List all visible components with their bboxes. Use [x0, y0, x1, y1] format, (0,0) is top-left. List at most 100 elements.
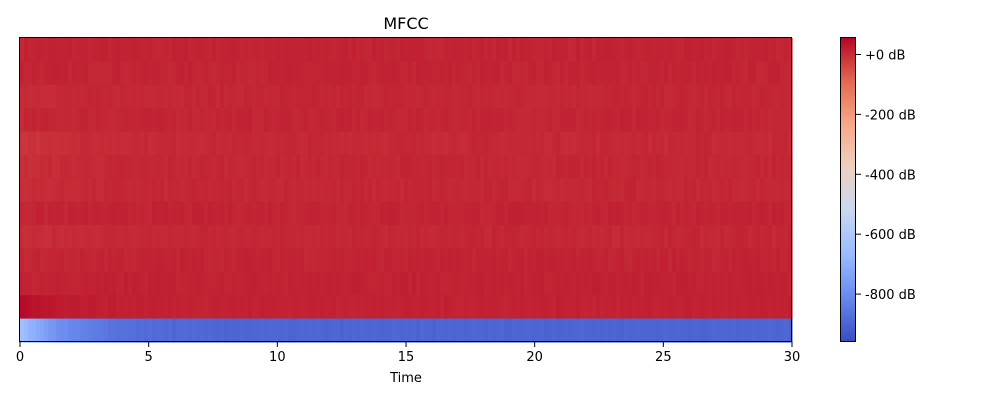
heatmap-cell — [312, 318, 317, 343]
heatmap-cell — [324, 61, 329, 86]
heatmap-cell — [764, 38, 769, 62]
heatmap-cell — [288, 201, 293, 226]
heatmap-cell — [760, 295, 765, 320]
heatmap-cell — [400, 318, 405, 343]
heatmap-cell — [332, 225, 337, 250]
heatmap-cell — [108, 271, 113, 296]
heatmap-cell — [476, 38, 481, 62]
heatmap-cell — [108, 178, 113, 203]
heatmap-cell — [72, 318, 77, 343]
heatmap-cell — [240, 248, 245, 273]
heatmap-cell — [456, 131, 461, 156]
heatmap-cell — [668, 318, 673, 343]
heatmap-cell — [260, 178, 265, 203]
heatmap-cell — [480, 108, 485, 133]
heatmap-cell — [472, 131, 477, 156]
heatmap-cell — [504, 108, 509, 133]
heatmap-cell — [156, 295, 161, 320]
heatmap-cell — [352, 38, 357, 62]
heatmap-cell — [528, 178, 533, 203]
heatmap-cell — [356, 154, 361, 179]
heatmap-cell — [384, 295, 389, 320]
heatmap-cell — [700, 295, 705, 320]
heatmap-cell — [80, 201, 85, 226]
heatmap-cell — [408, 131, 413, 156]
heatmap-cell — [36, 131, 41, 156]
heatmap-cell — [640, 154, 645, 179]
heatmap-cell — [448, 271, 453, 296]
heatmap-cell — [764, 271, 769, 296]
heatmap-cell — [140, 225, 145, 250]
heatmap-cell — [480, 84, 485, 109]
heatmap-cell — [76, 295, 81, 320]
heatmap-cell — [396, 38, 401, 62]
heatmap-cell — [724, 131, 729, 156]
heatmap-cell — [708, 225, 713, 250]
heatmap-cell — [460, 318, 465, 343]
heatmap-cell — [104, 318, 109, 343]
heatmap-cell — [448, 108, 453, 133]
heatmap-cell — [460, 225, 465, 250]
heatmap-cell — [100, 154, 105, 179]
heatmap-cell — [188, 225, 193, 250]
heatmap-cell — [748, 318, 753, 343]
heatmap-cell — [376, 248, 381, 273]
heatmap-cell — [576, 61, 581, 86]
heatmap-cell — [152, 295, 157, 320]
heatmap-cell — [96, 225, 101, 250]
heatmap-cell — [676, 201, 681, 226]
heatmap-cell — [776, 225, 781, 250]
heatmap-cell — [352, 225, 357, 250]
heatmap-cell — [504, 154, 509, 179]
heatmap-cell — [516, 318, 521, 343]
heatmap-cell — [204, 84, 209, 109]
heatmap-cell — [584, 38, 589, 62]
heatmap-cell — [92, 318, 97, 343]
heatmap-cell — [476, 225, 481, 250]
heatmap-cell — [132, 108, 137, 133]
heatmap-cell — [616, 61, 621, 86]
heatmap-cell — [388, 295, 393, 320]
heatmap-cell — [592, 61, 597, 86]
heatmap-cell — [136, 131, 141, 156]
heatmap-cell — [96, 84, 101, 109]
heatmap-cell — [412, 201, 417, 226]
heatmap-cell — [148, 84, 153, 109]
heatmap-cell — [656, 108, 661, 133]
heatmap-cell — [256, 178, 261, 203]
heatmap-cell — [132, 131, 137, 156]
heatmap-cell — [56, 225, 61, 250]
heatmap-cell — [220, 84, 225, 109]
heatmap-cell — [140, 84, 145, 109]
heatmap-cell — [716, 38, 721, 62]
heatmap-cell — [352, 178, 357, 203]
heatmap-cell — [772, 108, 777, 133]
heatmap-cell — [692, 225, 697, 250]
heatmap-cell — [272, 178, 277, 203]
heatmap-cell — [68, 154, 73, 179]
heatmap-cell — [260, 154, 265, 179]
heatmap-cell — [140, 271, 145, 296]
heatmap-cell — [292, 248, 297, 273]
heatmap-cell — [116, 178, 121, 203]
heatmap-cell — [20, 131, 25, 156]
heatmap-cell — [144, 131, 149, 156]
heatmap-cell — [468, 154, 473, 179]
heatmap-cell — [292, 225, 297, 250]
heatmap-cell — [516, 131, 521, 156]
heatmap-cell — [64, 108, 69, 133]
heatmap-cell — [592, 201, 597, 226]
heatmap-cell — [448, 38, 453, 62]
heatmap-cell — [412, 84, 417, 109]
heatmap-cell — [288, 108, 293, 133]
heatmap-cell — [596, 84, 601, 109]
heatmap-cell — [428, 61, 433, 86]
heatmap-cell — [332, 295, 337, 320]
heatmap-cell — [532, 201, 537, 226]
heatmap-cell — [220, 131, 225, 156]
heatmap-cell — [212, 131, 217, 156]
heatmap-cell — [464, 178, 469, 203]
heatmap-cell — [368, 201, 373, 226]
heatmap-cell — [104, 295, 109, 320]
heatmap-cell — [684, 201, 689, 226]
